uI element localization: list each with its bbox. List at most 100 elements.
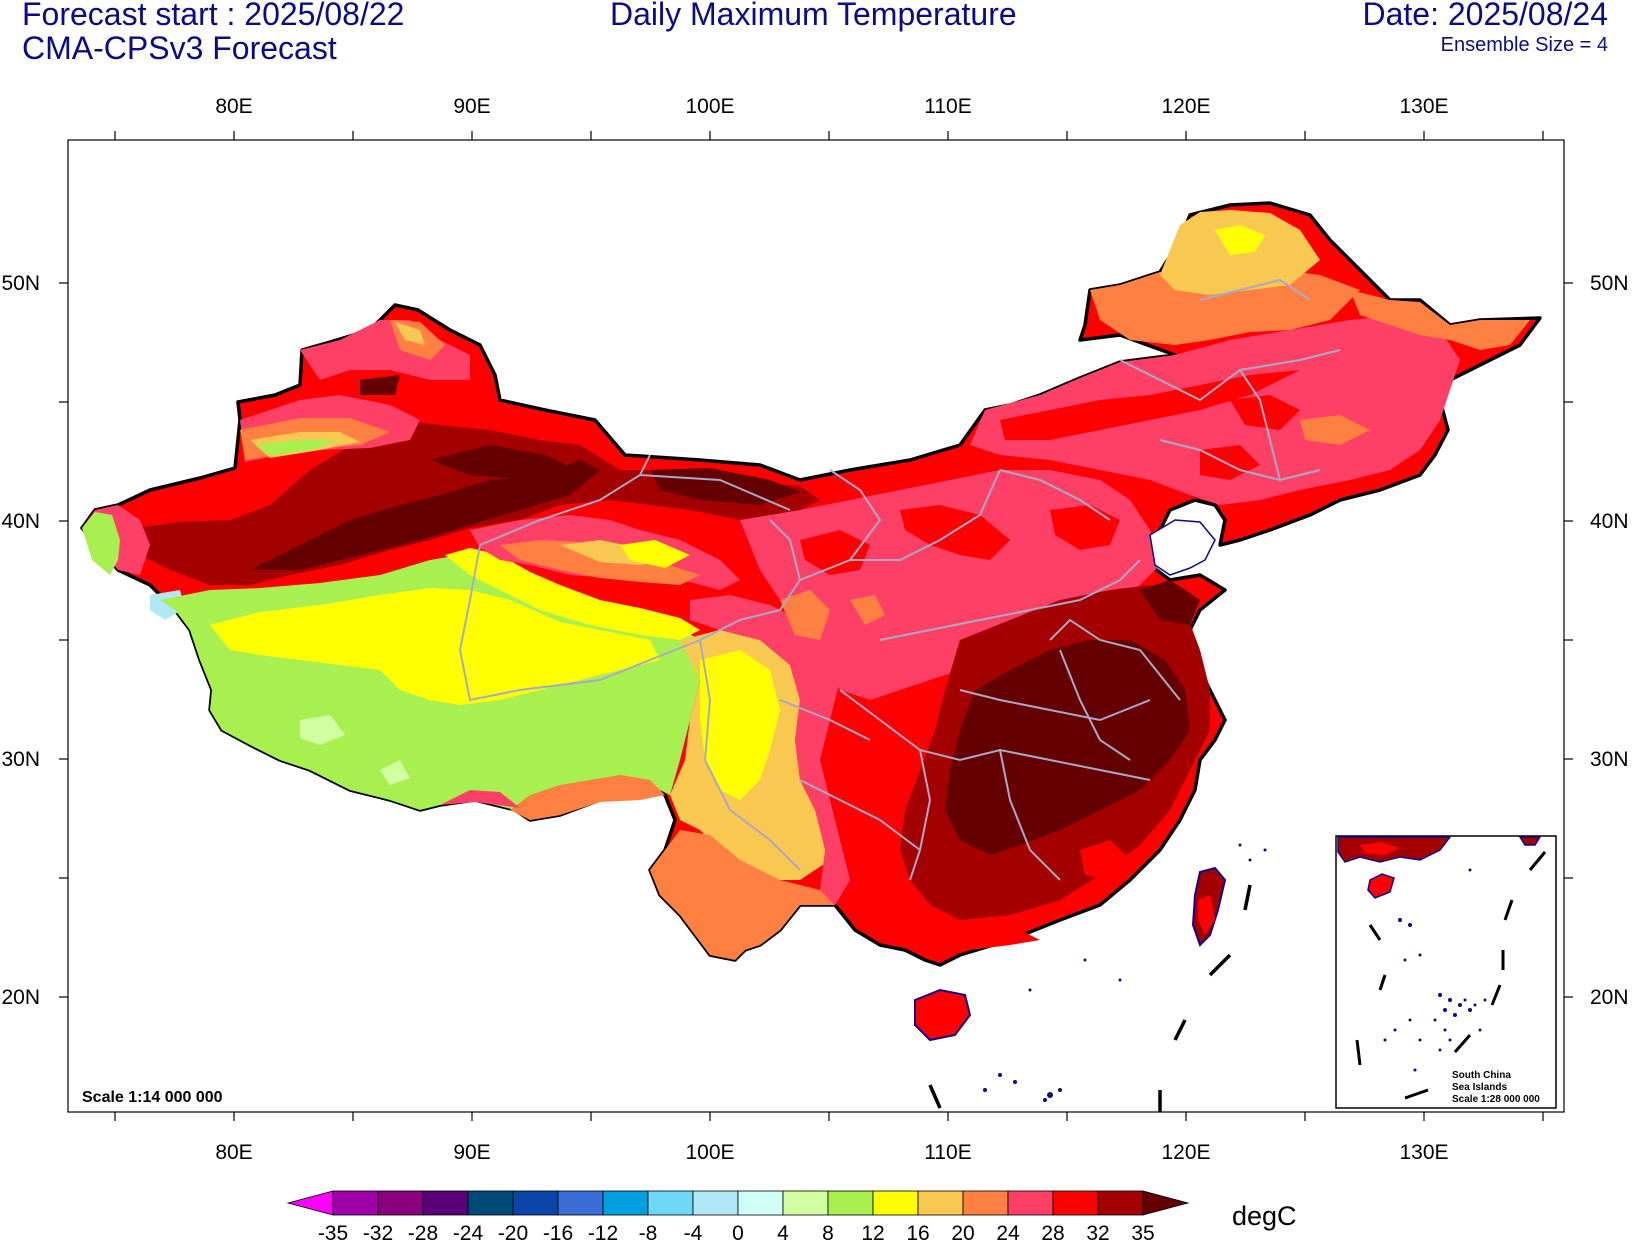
lon-label-top: 100E	[685, 95, 734, 118]
sea-islands	[983, 843, 1267, 1102]
lon-label-bottom: 80E	[215, 1141, 252, 1164]
colorbar-swatch	[467, 1190, 514, 1216]
lon-label-bottom: 120E	[1161, 1141, 1210, 1164]
contour-above-35-shandong	[1140, 580, 1200, 625]
contour-32-35-north-patches	[800, 505, 1120, 575]
lon-label-bottom: 90E	[453, 1141, 490, 1164]
colorbar-arrow-low	[286, 1190, 334, 1216]
colorbar-tick-label: 12	[861, 1222, 884, 1241]
colorbar: -35 -32 -28 -24 -20 -16 -12 -8 -4 0 4 8 12 16 20 24 28 32…	[286, 1190, 1190, 1241]
lon-label-top: 110E	[924, 95, 972, 118]
colorbar-tick-label: -20	[498, 1222, 528, 1241]
lon-label-top: 80E	[215, 95, 252, 118]
contour-12-16-nw	[255, 440, 335, 455]
contour-24-28-yunnan	[650, 830, 835, 960]
contour-16-20-daxinganling	[1215, 225, 1265, 255]
lon-label-bottom: 110E	[924, 1141, 972, 1164]
colorbar-tick-label: 16	[906, 1222, 929, 1241]
colorbar-tick-label: -28	[408, 1222, 438, 1241]
colorbar-tick-label: -24	[453, 1222, 484, 1241]
lat-label-left: 30N	[1, 748, 40, 771]
lon-label-bottom: 100E	[685, 1141, 734, 1164]
colorbar-swatch	[1007, 1190, 1054, 1216]
colorbar-swatch	[557, 1190, 604, 1216]
colorbar-swatch	[917, 1190, 964, 1216]
colorbar-tick-label: -32	[363, 1222, 393, 1241]
lat-label-left: 20N	[1, 986, 40, 1009]
lat-label-right: 50N	[1590, 272, 1629, 295]
map-scale-label: Scale 1:14 000 000	[82, 1089, 223, 1106]
colorbar-swatch	[1097, 1190, 1144, 1216]
nine-dash-line	[928, 884, 1252, 1112]
colorbar-tick-label: 0	[732, 1222, 744, 1241]
colorbar-tick-label: 24	[996, 1222, 1020, 1241]
colorbar-tick-label: 32	[1086, 1222, 1109, 1241]
contour-16-20-qinghai	[620, 540, 690, 568]
contour-24-28-nw	[240, 320, 445, 460]
hainan-island	[914, 988, 972, 1042]
contour-16-20-qaidam	[445, 548, 700, 640]
lat-label-left: 40N	[1, 510, 40, 533]
colorbar-swatch	[782, 1190, 829, 1216]
contour-32-south-coast	[940, 840, 1130, 950]
colorbar-swatch	[962, 1190, 1009, 1216]
colorbar-tick-label: -8	[639, 1222, 658, 1241]
colorbar-swatch	[737, 1190, 784, 1216]
colorbar-tick-label: 4	[777, 1222, 789, 1241]
colorbar-swatch	[872, 1190, 919, 1216]
colorbar-swatch	[332, 1190, 379, 1216]
temperature-field	[80, 201, 1542, 1112]
model-label: CMA-CPSv3 Forecast	[22, 30, 337, 66]
lon-label-top: 120E	[1161, 95, 1210, 118]
colorbar-tick-label: -4	[684, 1222, 703, 1241]
bohai-sea	[1149, 519, 1216, 576]
colorbar-swatch	[602, 1190, 649, 1216]
colorbar-swatch	[692, 1190, 739, 1216]
colorbar-swatch	[1052, 1190, 1099, 1216]
contour-12-16-west	[82, 512, 120, 575]
south-china-sea-inset: South China Sea Islands Scale 1:28 000 0…	[1335, 835, 1557, 1109]
contour-24-28-northeast	[1090, 270, 1370, 445]
colorbar-swatch	[827, 1190, 874, 1216]
lat-label-right: 30N	[1590, 748, 1629, 771]
contour-24-28-south-tibet	[510, 775, 665, 820]
colorbar-swatch	[422, 1190, 469, 1216]
forecast-start-label: Forecast start : 2025/08/22	[22, 0, 405, 32]
colorbar-tick-label: -12	[588, 1222, 618, 1241]
ensemble-size-label: Ensemble Size = 4	[1440, 34, 1608, 56]
colorbar-arrow-high	[1142, 1190, 1190, 1216]
valid-date-label: Date: 2025/08/24	[1362, 0, 1608, 32]
colorbar-unit-label: degC	[1232, 1201, 1297, 1231]
colorbar-swatch	[377, 1190, 424, 1216]
colorbar-tick-label: -16	[543, 1222, 573, 1241]
province-boundaries	[458, 278, 1341, 881]
colorbar-tick-label: 20	[951, 1222, 974, 1241]
map-ticks	[59, 131, 1573, 1121]
colorbar-swatch	[512, 1190, 559, 1216]
inset-label-line1: South China	[1452, 1070, 1511, 1081]
taiwan-interior	[1198, 895, 1215, 935]
inset-label-line2: Sea Islands	[1452, 1082, 1507, 1093]
contour-28-32-northeast	[970, 315, 1460, 505]
colorbar-tick-label: 35	[1131, 1222, 1154, 1241]
page-title: Daily Maximum Temperature	[610, 0, 1017, 32]
contour-above-35-southeast	[945, 640, 1190, 855]
colorbar-swatch	[647, 1190, 694, 1216]
contour-24-28-far-east	[1350, 290, 1530, 350]
contour-16-20-tibet	[210, 588, 660, 705]
lat-label-right: 20N	[1590, 986, 1629, 1009]
lat-label-left: 50N	[1, 272, 40, 295]
contour-28-32-south-tibet	[440, 790, 520, 808]
lon-label-top: 130E	[1399, 95, 1448, 118]
colorbar-tick-label: 28	[1041, 1222, 1064, 1241]
lon-label-bottom: 130E	[1399, 1141, 1448, 1164]
contour-24-28-qinghai	[500, 540, 700, 585]
colorbar-tick-label: -35	[318, 1222, 348, 1241]
contour-32-35-northeast	[1000, 370, 1300, 480]
contour-28-32-sichuan	[690, 595, 850, 905]
contour-8-12-tibet	[300, 715, 410, 785]
inset-label-line3: Scale 1:28 000 000	[1452, 1094, 1540, 1105]
lon-label-top: 90E	[453, 95, 490, 118]
colorbar-tick-label: 8	[822, 1222, 834, 1241]
